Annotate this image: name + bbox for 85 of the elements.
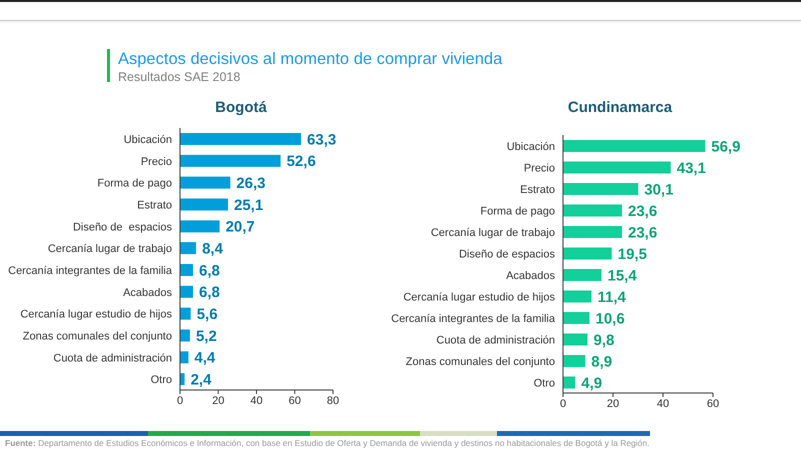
data-label: 20,7 bbox=[226, 218, 255, 236]
data-label: 6,8 bbox=[199, 284, 220, 302]
data-label: 26,3 bbox=[236, 174, 266, 192]
chart-title: Bogotá bbox=[214, 99, 268, 117]
x-tick-label: 80 bbox=[326, 394, 340, 407]
x-tick-label: 20 bbox=[212, 394, 224, 407]
data-label: 4,4 bbox=[194, 350, 216, 367]
y-tick-label: Otro bbox=[150, 374, 172, 386]
bar bbox=[563, 162, 671, 174]
bar bbox=[563, 376, 576, 388]
bar bbox=[180, 330, 190, 342]
bar bbox=[180, 308, 191, 320]
y-tick-label: Diseño de espacios bbox=[72, 221, 172, 234]
data-label: 43,1 bbox=[676, 160, 706, 177]
data-label: 15,4 bbox=[608, 267, 638, 284]
y-tick-label: Cercanía lugar de trabajo bbox=[430, 226, 555, 239]
data-label: 63,3 bbox=[307, 131, 336, 148]
bar bbox=[563, 248, 612, 260]
data-label: 9,8 bbox=[594, 332, 614, 349]
x-tick-label: 20 bbox=[606, 398, 620, 410]
y-tick-label: Diseño de espacios bbox=[458, 248, 556, 260]
data-label: 5,2 bbox=[196, 328, 217, 345]
bar bbox=[563, 183, 638, 195]
data-label: 6,8 bbox=[199, 262, 220, 280]
bar bbox=[180, 351, 188, 364]
x-tick-label: 0 bbox=[176, 394, 184, 407]
y-tick-label: Cercanía lugar estudio de hijos bbox=[403, 291, 556, 304]
data-label: 8,4 bbox=[202, 240, 224, 258]
data-label: 11,4 bbox=[598, 288, 627, 306]
y-tick-label: Acabados bbox=[506, 270, 556, 282]
x-tick-label: 40 bbox=[250, 394, 263, 407]
bar bbox=[563, 204, 622, 216]
y-tick-label: Forma de pago bbox=[97, 178, 172, 190]
data-label: 10,6 bbox=[596, 310, 625, 328]
data-label: 23,6 bbox=[628, 202, 658, 220]
bar bbox=[180, 286, 194, 298]
data-label: 23,6 bbox=[628, 224, 658, 242]
bar bbox=[180, 264, 194, 276]
source-note: Fuente: Departamento de Estudios Económicos e Información, con base en Estudio de Oferta y Demanda de vivienda y destinos no habitacionales de Bogotá y la Región. bbox=[5, 438, 650, 448]
text: Resultados SAE 2018 bbox=[118, 69, 240, 85]
y-tick-label: Estrato bbox=[137, 199, 172, 212]
data-label: 5,6 bbox=[196, 306, 218, 323]
bar bbox=[563, 355, 586, 367]
y-tick-label: Precio bbox=[140, 156, 172, 168]
y-tick-label: Estrato bbox=[520, 184, 555, 196]
bar bbox=[180, 176, 230, 189]
y-tick-label: Forma de pago bbox=[480, 205, 555, 218]
y-tick-label: Cuota de administración bbox=[53, 352, 172, 364]
bar bbox=[563, 226, 622, 238]
bar bbox=[563, 290, 592, 302]
data-label: 8,9 bbox=[591, 353, 612, 370]
y-tick-label: Zonas comunales del conjunto bbox=[406, 356, 555, 368]
data-label: 52,6 bbox=[286, 153, 316, 170]
data-label: 2,4 bbox=[190, 371, 212, 388]
chart-title: Cundinamarca bbox=[566, 99, 674, 117]
y-tick-label: Zonas comunales del conjunto bbox=[22, 330, 172, 342]
bar bbox=[180, 220, 220, 232]
bar bbox=[180, 154, 281, 167]
y-tick-label: Acabados bbox=[123, 286, 172, 299]
bar bbox=[180, 133, 302, 145]
y-tick-label: Cercanía lugar estudio de hijos bbox=[20, 308, 172, 321]
y-tick-label: Ubicación bbox=[124, 134, 172, 146]
x-tick-label: 60 bbox=[288, 394, 301, 407]
y-tick-label: Ubicación bbox=[506, 140, 555, 153]
bar bbox=[563, 269, 602, 281]
y-tick-label: Cercanía integrantes de la familia bbox=[8, 264, 173, 277]
y-tick-label: Cercanía lugar de trabajo bbox=[48, 243, 172, 256]
data-label: 30,1 bbox=[644, 181, 674, 198]
y-tick-label: Otro bbox=[534, 377, 555, 390]
text: Aspectos decisivos al momento de comprar vivienda bbox=[118, 49, 502, 69]
y-tick-label: Precio bbox=[524, 162, 555, 174]
data-label: 4,9 bbox=[581, 374, 602, 392]
x-tick-label: 0 bbox=[560, 398, 566, 410]
bar bbox=[180, 198, 228, 210]
data-label: 56,9 bbox=[711, 138, 740, 156]
bar bbox=[180, 242, 196, 254]
y-tick-label: Cuota de administración bbox=[436, 334, 555, 346]
data-label: 19,5 bbox=[618, 246, 647, 263]
x-tick-label: 60 bbox=[706, 398, 720, 410]
data-label: 25,1 bbox=[234, 196, 264, 214]
bar bbox=[563, 312, 590, 324]
y-tick-label: Cercanía integrantes de la familia bbox=[391, 312, 556, 325]
bar bbox=[563, 334, 588, 346]
x-tick-label: 40 bbox=[656, 398, 670, 410]
bar bbox=[563, 140, 706, 152]
